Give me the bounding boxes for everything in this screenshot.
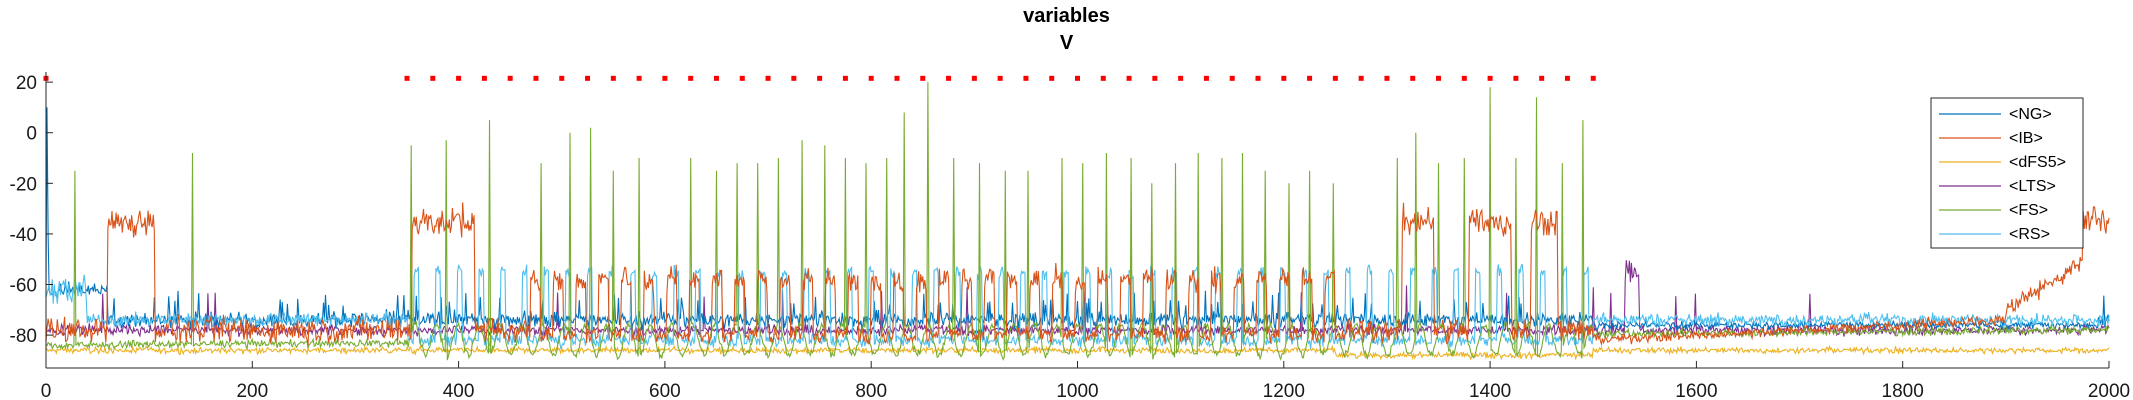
marker-point-44 <box>1513 75 1519 81</box>
legend-label-3: <LTS> <box>2009 178 2056 195</box>
marker-point-7 <box>559 75 565 81</box>
marker-point-40 <box>1410 75 1416 81</box>
x-tick-label-8: 1600 <box>1675 381 1717 400</box>
marker-point-32 <box>1203 75 1209 81</box>
x-tick-label-7: 1400 <box>1469 381 1511 400</box>
trace-layer <box>45 82 2110 361</box>
legend-label-2: <dFS5> <box>2009 154 2066 171</box>
marker-point-36 <box>1307 75 1313 81</box>
marker-point-19 <box>868 75 874 81</box>
marker-layer <box>43 75 1596 81</box>
marker-point-30 <box>1152 75 1158 81</box>
y-tick-label-2: -20 <box>10 174 37 195</box>
series-line-rs <box>45 263 2110 350</box>
legend-box <box>1930 97 2084 249</box>
marker-point-25 <box>1023 75 1029 81</box>
marker-point-47 <box>1590 75 1596 81</box>
series-line-fs <box>45 82 2110 361</box>
marker-point-26 <box>1049 75 1055 81</box>
series-line-ib <box>45 202 2110 347</box>
axes: 0 200 400 600 800 1000 1200 1400 1600 1800 2000200… <box>10 72 2130 400</box>
marker-point-16 <box>791 75 797 81</box>
x-tick-label-3: 600 <box>649 381 681 400</box>
marker-point-5 <box>507 75 513 81</box>
marker-point-23 <box>971 75 977 81</box>
chart-title: variables <box>1023 5 1110 27</box>
x-tick-label-0: 0 <box>41 381 52 400</box>
legend-label-5: <RS> <box>2009 226 2050 243</box>
marker-point-15 <box>765 75 771 81</box>
x-tick-label-9: 1800 <box>1882 381 1924 400</box>
x-tick-label-5: 1000 <box>1056 381 1098 400</box>
marker-point-29 <box>1126 75 1132 81</box>
x-tick-label-1: 200 <box>236 381 268 400</box>
marker-point-46 <box>1564 75 1570 81</box>
marker-point-4 <box>481 75 487 81</box>
marker-point-2 <box>430 75 436 81</box>
x-tick-label-4: 800 <box>855 381 887 400</box>
marker-point-3 <box>456 75 462 81</box>
marker-point-41 <box>1436 75 1442 81</box>
series-line-dfs5 <box>45 344 2110 361</box>
legend-label-1: <IB> <box>2009 130 2043 147</box>
marker-point-13 <box>713 75 719 81</box>
marker-point-33 <box>1229 75 1235 81</box>
x-tick-label-6: 1200 <box>1263 381 1305 400</box>
marker-point-42 <box>1461 75 1467 81</box>
marker-point-1 <box>404 75 410 81</box>
y-tick-label-0: 20 <box>16 73 37 94</box>
marker-point-9 <box>610 75 616 81</box>
marker-point-39 <box>1384 75 1390 81</box>
marker-point-8 <box>585 75 591 81</box>
marker-point-31 <box>1178 75 1184 81</box>
y-tick-label-3: -40 <box>10 225 37 246</box>
marker-point-11 <box>662 75 668 81</box>
marker-point-27 <box>1075 75 1080 81</box>
series-line-ng <box>45 107 2110 332</box>
marker-point-45 <box>1539 75 1545 81</box>
marker-point-35 <box>1281 75 1287 81</box>
y-tick-label-4: -60 <box>10 276 37 297</box>
marker-point-6 <box>533 75 539 81</box>
marker-point-43 <box>1487 75 1493 81</box>
marker-point-17 <box>817 75 823 81</box>
marker-point-21 <box>920 75 926 81</box>
y-tick-label-5: -80 <box>10 326 37 347</box>
marker-point-12 <box>688 75 694 81</box>
marker-point-24 <box>997 75 1003 81</box>
marker-point-10 <box>636 75 642 81</box>
x-tick-label-10: 2000 <box>2088 381 2130 400</box>
legend: <NG> <IB> <dFS5> <LTS> <FS> <RS> <box>1930 97 2084 249</box>
marker-point-20 <box>894 75 900 81</box>
marker-point-14 <box>739 75 745 81</box>
legend-label-4: <FS> <box>2009 202 2048 219</box>
marker-point-22 <box>946 75 952 81</box>
marker-point-28 <box>1100 75 1106 81</box>
marker-point-34 <box>1255 75 1261 81</box>
x-tick-label-2: 400 <box>443 381 475 400</box>
marker-point-37 <box>1332 75 1338 81</box>
chart-subtitle: V <box>1059 32 1074 54</box>
marker-point-38 <box>1358 75 1364 81</box>
marker-point-18 <box>842 75 848 81</box>
legend-label-0: <NG> <box>2009 106 2052 123</box>
y-tick-label-1: 0 <box>26 124 37 145</box>
